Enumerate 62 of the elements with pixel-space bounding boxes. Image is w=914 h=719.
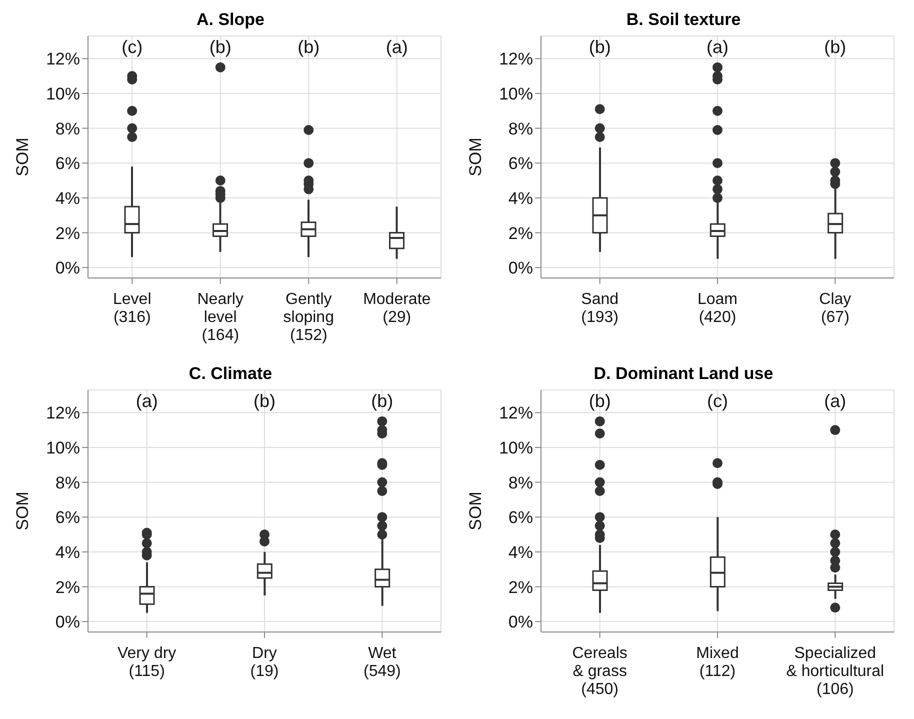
- x-tick-label: Gently sloping (152): [283, 291, 334, 344]
- x-tick-label: Nearly level (164): [197, 291, 244, 344]
- y-tick-label: 2%: [55, 224, 80, 243]
- annotation: (b): [588, 36, 611, 57]
- y-tick-label: 8%: [508, 473, 533, 492]
- chart-title: A. Slope: [195, 9, 266, 31]
- annotation: (a): [824, 390, 846, 411]
- y-axis-title: SOM: [13, 492, 32, 530]
- x-tick-label: Clay (67): [819, 291, 852, 326]
- annotation: (a): [706, 36, 728, 57]
- chart-title: B. Soil texture: [625, 9, 742, 31]
- x-tick-label: Very dry (115): [117, 645, 176, 680]
- y-axis-title: SOM: [13, 138, 32, 176]
- y-axis-title: SOM: [466, 138, 486, 176]
- x-tick-label: Moderate (29): [363, 291, 431, 326]
- annotation: (b): [371, 390, 394, 411]
- y-tick-label: 6%: [55, 508, 80, 528]
- y-tick-label: 4%: [508, 188, 533, 208]
- x-tick-label: Level (316): [113, 291, 152, 326]
- y-tick-label: 0%: [508, 612, 533, 632]
- annotation: (a): [386, 36, 408, 57]
- y-tick-label: 2%: [55, 578, 80, 597]
- y-tick-label: 4%: [55, 542, 80, 562]
- y-tick-label: 6%: [508, 154, 533, 174]
- y-tick-label: 12%: [46, 50, 80, 69]
- y-tick-label: 10%: [46, 84, 80, 104]
- y-tick-label: 8%: [55, 119, 80, 138]
- y-tick-label: 12%: [498, 50, 533, 69]
- y-tick-label: 12%: [46, 404, 80, 423]
- x-tick-label: Sand (193): [581, 291, 619, 326]
- x-tick-label: Cereals & grass (450): [572, 645, 628, 698]
- annotation: (b): [588, 390, 611, 411]
- y-tick-label: 0%: [55, 258, 80, 278]
- y-tick-label: 4%: [508, 542, 533, 562]
- annotation: (a): [136, 390, 158, 411]
- x-tick-label: Mixed (112): [696, 645, 739, 680]
- y-tick-label: 8%: [508, 119, 533, 138]
- y-tick-label: 0%: [508, 258, 533, 278]
- y-tick-label: 6%: [508, 508, 533, 528]
- y-tick-label: 4%: [55, 188, 80, 208]
- x-tick-label: Dry (19): [250, 645, 279, 680]
- y-tick-label: 0%: [55, 612, 80, 632]
- annotation: (c): [122, 36, 143, 57]
- y-tick-label: 8%: [55, 473, 80, 492]
- y-tick-label: 2%: [508, 578, 533, 597]
- x-tick-label: Specialized & horticultural (106): [786, 645, 884, 698]
- y-tick-label: 10%: [498, 438, 533, 458]
- annotation: (b): [254, 390, 276, 411]
- chart-title: C. Climate: [188, 363, 274, 385]
- annotation: (b): [209, 36, 232, 57]
- y-tick-label: 10%: [498, 84, 533, 104]
- y-tick-label: 12%: [498, 404, 533, 423]
- x-tick-label: Loam (420): [697, 291, 738, 326]
- annotation: (b): [298, 36, 320, 57]
- y-tick-label: 6%: [55, 154, 80, 174]
- y-tick-label: 2%: [508, 224, 533, 243]
- annotation: (c): [707, 390, 728, 411]
- chart-title: D. Dominant Land use: [592, 363, 774, 385]
- x-tick-label: Wet (549): [363, 645, 401, 680]
- y-tick-label: 10%: [46, 438, 80, 458]
- y-axis-title: SOM: [466, 492, 486, 530]
- annotation: (b): [824, 36, 846, 57]
